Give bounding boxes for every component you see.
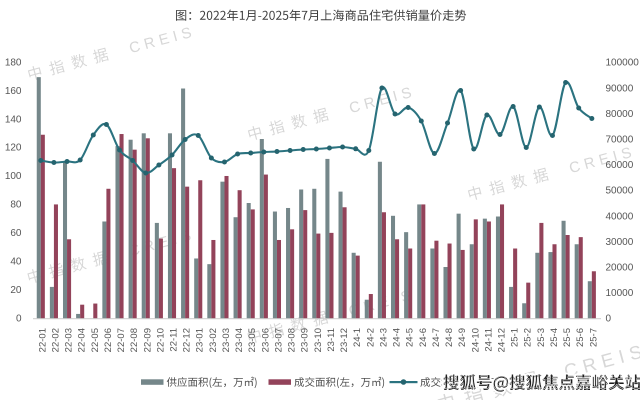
- svg-text:22-04: 22-04: [77, 328, 88, 352]
- svg-text:100: 100: [5, 171, 22, 182]
- svg-text:24-5: 24-5: [405, 328, 416, 347]
- svg-text:25-6: 25-6: [575, 328, 586, 347]
- svg-text:60: 60: [10, 228, 22, 239]
- svg-text:24-9: 24-9: [457, 328, 468, 347]
- svg-text:25-4: 25-4: [549, 328, 560, 347]
- svg-text:80: 80: [10, 200, 22, 211]
- svg-text:24-7: 24-7: [431, 328, 442, 347]
- svg-text:24-4: 24-4: [392, 328, 403, 347]
- svg-text:24-3: 24-3: [378, 328, 389, 347]
- svg-text:23-07: 23-07: [274, 328, 285, 352]
- svg-text:22-01: 22-01: [37, 328, 48, 352]
- svg-text:25-7: 25-7: [588, 328, 599, 347]
- svg-text:22-08: 22-08: [129, 328, 140, 352]
- svg-text:22-09: 22-09: [142, 328, 153, 352]
- svg-text:70000: 70000: [606, 135, 634, 146]
- svg-text:50000: 50000: [606, 186, 634, 197]
- svg-text:23-01: 23-01: [195, 328, 206, 352]
- svg-text:90000: 90000: [606, 83, 634, 94]
- svg-text:160: 160: [5, 86, 22, 97]
- svg-text:180: 180: [5, 57, 22, 68]
- svg-text:60000: 60000: [606, 160, 634, 171]
- svg-text:24-12: 24-12: [497, 328, 508, 352]
- svg-text:22-02: 22-02: [50, 328, 61, 352]
- svg-text:40: 40: [10, 257, 22, 268]
- svg-text:25-5: 25-5: [562, 328, 573, 347]
- svg-text:20: 20: [10, 285, 22, 296]
- svg-text:10000: 10000: [606, 288, 634, 299]
- svg-text:22-05: 22-05: [90, 328, 101, 352]
- svg-text:25-2: 25-2: [523, 328, 534, 347]
- svg-text:120: 120: [5, 143, 22, 154]
- svg-text:40000: 40000: [606, 211, 634, 222]
- svg-text:0: 0: [16, 313, 22, 324]
- svg-text:25-1: 25-1: [510, 328, 521, 347]
- svg-text:30000: 30000: [606, 237, 634, 248]
- svg-text:20000: 20000: [606, 263, 634, 274]
- svg-text:24-11: 24-11: [483, 328, 494, 352]
- svg-text:22-03: 22-03: [64, 328, 75, 352]
- svg-text:23-11: 23-11: [326, 328, 337, 352]
- svg-text:100000: 100000: [606, 58, 640, 69]
- svg-text:24-2: 24-2: [365, 328, 376, 347]
- svg-text:23-03: 23-03: [221, 328, 232, 352]
- svg-text:140: 140: [5, 114, 22, 125]
- svg-text:23-09: 23-09: [300, 328, 311, 352]
- svg-text:80000: 80000: [606, 109, 634, 120]
- svg-text:24-6: 24-6: [418, 328, 429, 347]
- svg-text:22-10: 22-10: [155, 328, 166, 352]
- svg-text:23-06: 23-06: [260, 328, 271, 352]
- svg-text:22-12: 22-12: [182, 328, 193, 352]
- svg-text:22-11: 22-11: [169, 328, 180, 352]
- svg-text:23-12: 23-12: [339, 328, 350, 352]
- svg-text:24-10: 24-10: [470, 328, 481, 352]
- svg-text:0: 0: [606, 314, 612, 325]
- svg-text:24-8: 24-8: [444, 328, 455, 347]
- svg-text:23-05: 23-05: [247, 328, 258, 352]
- svg-text:25-3: 25-3: [536, 328, 547, 347]
- svg-text:23-10: 23-10: [313, 328, 324, 352]
- svg-text:23-04: 23-04: [234, 328, 245, 352]
- svg-text:23-08: 23-08: [287, 328, 298, 352]
- svg-text:22-07: 22-07: [116, 328, 127, 352]
- svg-text:23-02: 23-02: [208, 328, 219, 352]
- svg-text:24-1: 24-1: [352, 328, 363, 347]
- svg-text:22-06: 22-06: [103, 328, 114, 352]
